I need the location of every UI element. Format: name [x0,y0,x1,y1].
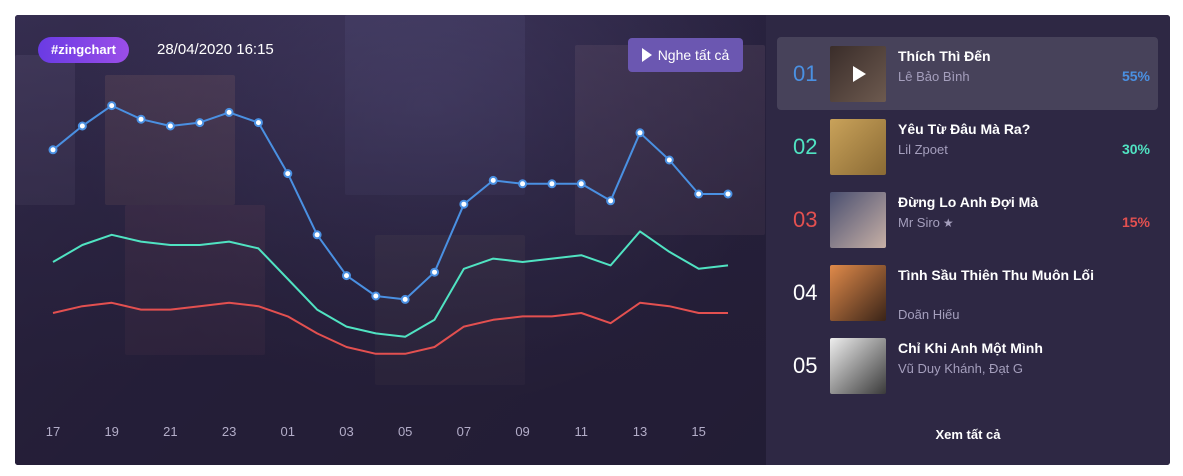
song-title[interactable]: Đừng Lo Anh Đợi Mà [898,194,1039,210]
song-rank: 05 [793,353,818,378]
song-thumbnail[interactable] [830,46,886,102]
song-rank: 01 [793,61,818,86]
background-album-tile [125,205,265,355]
song-rank: 02 [793,134,818,159]
x-tick-label: 21 [163,424,177,439]
background-album-tile [15,55,75,205]
chart-point[interactable] [664,155,674,165]
x-tick-label: 03 [339,424,353,439]
x-tick-label: 23 [222,424,236,439]
see-all-link[interactable]: Xem tất cả [935,427,1001,442]
x-tick-label: 07 [457,424,471,439]
chart-series-line [52,301,728,355]
chart-point[interactable] [224,107,234,117]
song-item[interactable]: 05 Chỉ Khi Anh Một Mình Vũ Duy Khánh, Đạ… [777,329,1158,402]
chart-point[interactable] [694,189,704,199]
chart-point[interactable] [371,291,381,301]
chart-point[interactable] [518,179,528,189]
song-title[interactable]: Thích Thì Đến [898,48,991,64]
song-artist[interactable]: Doãn Hiếu [898,307,960,322]
song-thumbnail[interactable] [830,265,886,321]
chart-point[interactable] [547,179,557,189]
song-artist[interactable]: Lil Zpoet [898,142,948,157]
song-item[interactable]: 01 Thích Thì Đến Lê Bảo Bình 55% [777,37,1158,110]
play-all-button[interactable]: Nghe tất cả [628,38,743,72]
chart-point[interactable] [253,118,263,128]
song-rank: 04 [793,280,818,305]
star-icon: ★ [942,216,954,230]
chart-point[interactable] [635,128,645,138]
song-percent: 55% [1121,68,1150,84]
chart-point[interactable] [430,267,440,277]
song-thumbnail[interactable] [830,119,886,175]
song-title[interactable]: Chỉ Khi Anh Một Mình [898,340,1043,356]
song-thumbnail[interactable] [830,338,886,394]
chart-point[interactable] [283,169,293,179]
x-tick-label: 15 [691,424,705,439]
song-percent: 15% [1121,214,1150,230]
zingchart-widget: #zingchart 28/04/2020 16:15 Nghe tất cả … [15,15,1170,465]
song-artist-row: Mr Siro ★ [898,215,954,230]
song-item[interactable]: 03 Đừng Lo Anh Đợi Mà Mr Siro ★ 15% [777,183,1158,256]
song-item[interactable]: 04 Tình Sầu Thiên Thu Muôn Lối Doãn Hiếu [777,256,1158,329]
zingchart-tag[interactable]: #zingchart [38,37,130,63]
x-tick-label: 11 [575,424,589,439]
chart-point[interactable] [606,196,616,206]
x-tick-label: 05 [398,424,412,439]
chart-point[interactable] [400,294,410,304]
chart-point[interactable] [459,199,469,209]
x-tick-label: 13 [633,424,647,439]
x-tick-label: 09 [515,424,529,439]
chart-point[interactable] [488,175,498,185]
chart-point[interactable] [312,230,322,240]
chart-point[interactable] [107,101,117,111]
x-tick-label: 01 [281,424,295,439]
chart-timestamp: 28/04/2020 16:15 [157,41,274,58]
chart-point[interactable] [48,145,58,155]
chart-area: #zingchart 28/04/2020 16:15 Nghe tất cả … [15,15,766,465]
chart-series-line [52,230,729,338]
background-album-tile [105,75,235,205]
chart-point[interactable] [77,121,87,131]
x-tick-label: 17 [46,424,60,439]
play-icon[interactable] [853,66,866,82]
x-tick-label: 19 [104,424,118,439]
song-artist[interactable]: Lê Bảo Bình [898,69,970,84]
background-album-tile [575,45,765,235]
line-chart: 17 19 21 23 01 03 05 07 09 11 13 15 [46,101,733,439]
song-title[interactable]: Tình Sầu Thiên Thu Muôn Lối [898,267,1094,283]
chart-point[interactable] [165,121,175,131]
chart-series-line [52,104,728,301]
song-title[interactable]: Yêu Từ Đâu Mà Ra? [898,121,1031,137]
background-album-tile [345,15,525,195]
song-thumbnail[interactable] [830,192,886,248]
chart-point[interactable] [723,189,733,199]
song-rank: 03 [793,207,818,232]
chart-point[interactable] [195,118,205,128]
top-songs-panel: 01 Thích Thì Đến Lê Bảo Bình 55% 02 Yêu … [766,15,1170,465]
song-percent: 30% [1121,141,1150,157]
song-artist[interactable]: Vũ Duy Khánh, Đạt G [898,361,1024,376]
song-item[interactable]: 02 Yêu Từ Đâu Mà Ra? Lil Zpoet 30% [777,110,1158,183]
chart-point[interactable] [341,271,351,281]
chart-point[interactable] [136,114,146,124]
song-artist[interactable]: Mr Siro [898,215,940,230]
chart-point[interactable] [576,179,586,189]
play-all-label: Nghe tất cả [657,47,730,63]
play-icon [641,48,652,62]
